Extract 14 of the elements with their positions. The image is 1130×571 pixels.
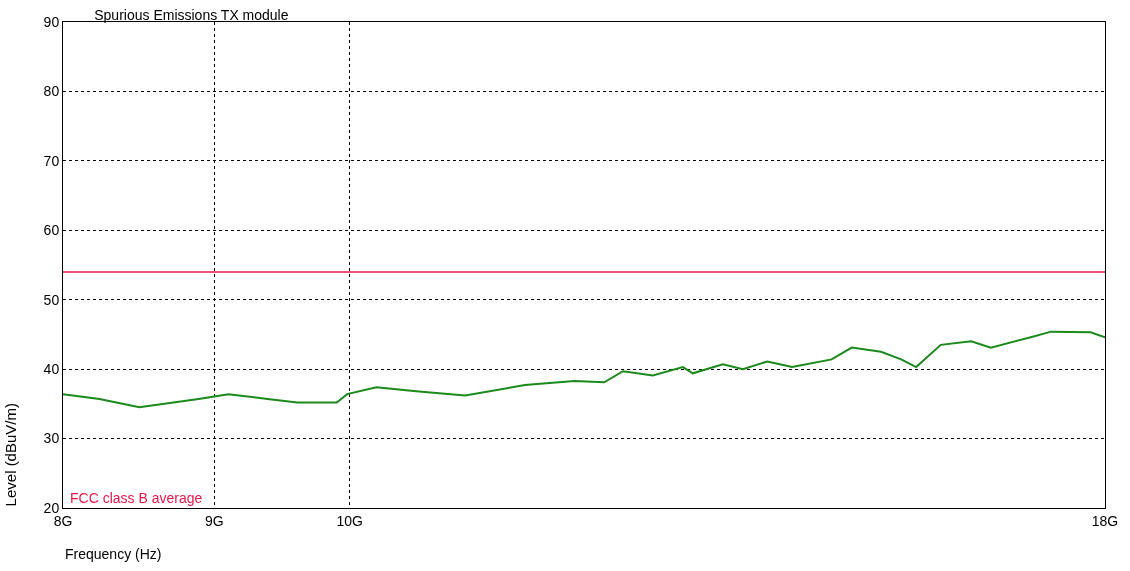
y-tick-label: 50 bbox=[43, 291, 60, 308]
y-tick-label: 30 bbox=[43, 430, 60, 447]
x-tick-label: 18G bbox=[1091, 512, 1119, 529]
y-tick-label: 60 bbox=[43, 222, 60, 239]
x-axis-title: Frequency (Hz) bbox=[65, 546, 162, 562]
x-tick-label: 9G bbox=[205, 512, 224, 529]
y-tick-label: 70 bbox=[43, 152, 60, 169]
chart-title: Spurious Emissions TX module bbox=[94, 7, 289, 23]
y-tick-label: 80 bbox=[43, 83, 60, 100]
y-tick-label: 40 bbox=[43, 361, 60, 378]
x-tick-label: 10G bbox=[336, 512, 363, 529]
y-tick-label: 90 bbox=[43, 13, 60, 30]
y-axis-title: Level (dBuV/m) bbox=[2, 403, 20, 507]
ref-line-label: FCC class B average bbox=[70, 490, 203, 506]
